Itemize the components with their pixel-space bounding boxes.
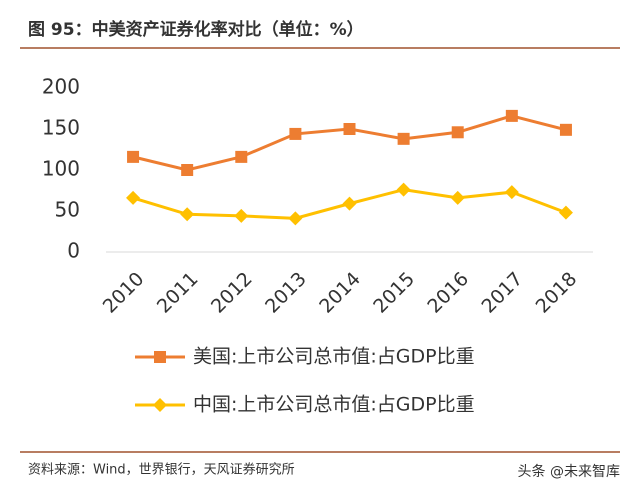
chart-title: 图 95：中美资产证券化率对比（单位：%） (28, 19, 364, 40)
point (505, 109, 518, 122)
point (342, 196, 357, 211)
point (396, 182, 411, 197)
point (451, 126, 464, 139)
watermark: 头条 @未来智库 (518, 463, 620, 480)
point (126, 190, 141, 205)
point (234, 208, 249, 223)
y-tick-label: 100 (42, 157, 80, 181)
point (450, 190, 465, 205)
point (180, 207, 195, 222)
legend-label: 美国:上市公司总市值:占GDP比重 (193, 346, 475, 368)
point (289, 127, 302, 140)
y-tick-label: 0 (67, 239, 80, 263)
point (558, 205, 573, 220)
point (397, 132, 410, 145)
point (504, 185, 519, 200)
point (127, 150, 140, 163)
y-tick-label: 200 (42, 75, 80, 99)
point (181, 164, 194, 176)
point (235, 150, 248, 163)
point (154, 351, 166, 363)
point (343, 123, 356, 135)
point (288, 211, 303, 226)
legend-label: 中国:上市公司总市值:占GDP比重 (193, 394, 475, 416)
y-tick-label: 150 (42, 116, 80, 140)
source: 资料来源：Wind，世界银行，天风证券研究所 (28, 462, 295, 478)
y-tick-label: 50 (55, 198, 80, 222)
point (153, 398, 167, 412)
point (559, 123, 572, 136)
